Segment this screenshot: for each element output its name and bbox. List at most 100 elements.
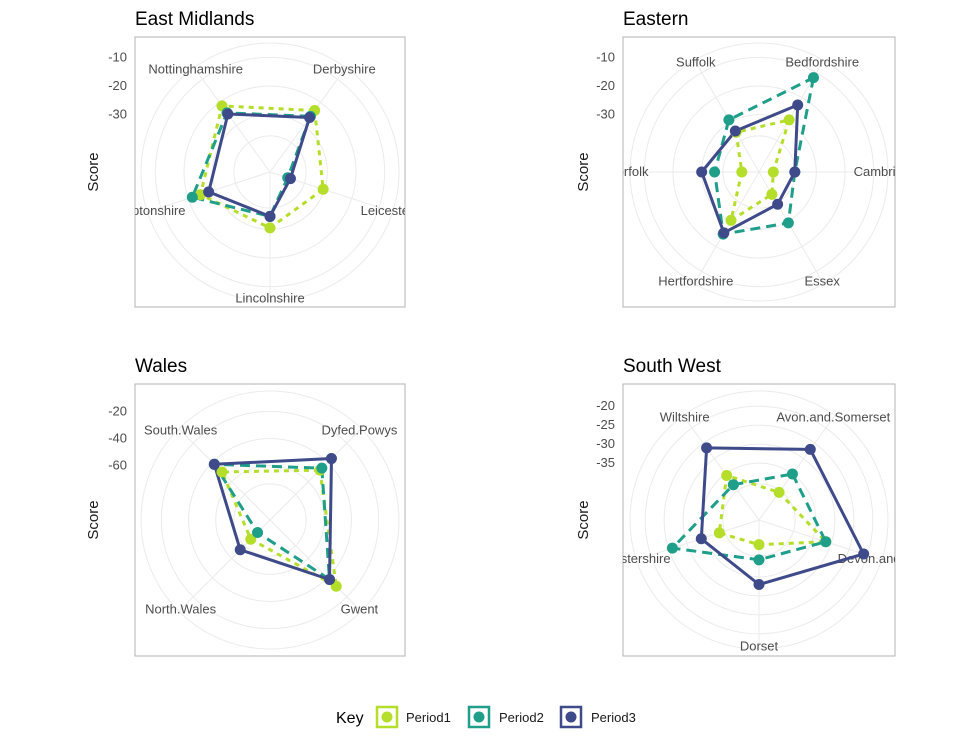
data-point-period3 <box>234 544 246 556</box>
legend-label: Period3 <box>591 710 636 725</box>
data-point-period3 <box>324 574 336 586</box>
category-label: Nottinghamshire <box>148 62 243 77</box>
grid-spoke <box>269 519 362 612</box>
data-point-period3 <box>325 453 337 465</box>
data-point-period2 <box>709 166 721 178</box>
series-line-period1 <box>717 474 828 547</box>
data-point-period1 <box>766 188 778 200</box>
category-label: Wiltshire <box>660 410 710 425</box>
panel-eastern: Eastern Score Bedfordshire Cambridge Essex… <box>575 9 918 308</box>
data-point-period2 <box>316 462 328 474</box>
data-point-period1 <box>330 580 342 592</box>
radial-tick-label: -35 <box>596 455 615 470</box>
series-line-period2 <box>190 111 312 218</box>
data-point-period1 <box>725 214 737 226</box>
panel-east-midlands: East Midlands Score Derbyshire Leicesters… <box>85 9 421 308</box>
grid-ring <box>188 438 352 602</box>
category-label: Dorset <box>740 638 779 653</box>
panel-wales: Wales Score Dyfed.Powys Gwent North.Wales S… <box>85 356 406 657</box>
data-point-period2 <box>252 526 264 538</box>
panel-border <box>622 36 896 308</box>
data-point-period2 <box>820 536 832 548</box>
grid-ring <box>160 410 380 630</box>
data-point-period3 <box>203 186 215 198</box>
radial-tick-label: -10 <box>108 49 127 64</box>
radial-tick-label: -60 <box>108 458 127 473</box>
data-point-period3 <box>858 548 870 560</box>
panel-border <box>134 36 406 308</box>
grid-spoke <box>269 428 362 521</box>
data-point-period3 <box>696 166 708 178</box>
series-line-period3 <box>207 112 312 218</box>
category-label: Dyfed.Powys <box>321 423 397 438</box>
category-label: Cambridge <box>854 164 918 179</box>
radial-tick-label: -30 <box>596 436 615 451</box>
legend-item-period2: Period2 <box>467 705 544 729</box>
data-point-period3 <box>208 458 220 470</box>
panel-south-west: South West Score Avon.and.SomersetDevon.… <box>575 356 896 657</box>
data-point-period1 <box>773 486 785 498</box>
category-label: Leicesters <box>361 203 421 218</box>
data-point-period2 <box>786 468 798 480</box>
data-point-period3 <box>804 443 816 455</box>
data-point-period3 <box>695 533 707 545</box>
radial-tick-label: -20 <box>596 398 615 413</box>
category-label: amptonshire <box>114 203 186 218</box>
data-point-period1 <box>783 114 795 126</box>
radar-plot: Bedfordshire Cambridge Essex Hertfordshire o… <box>596 42 918 302</box>
data-point-period2 <box>727 479 739 491</box>
data-point-period3 <box>264 210 276 222</box>
legend-key-dot <box>381 711 393 723</box>
y-axis-label: Score <box>575 500 592 539</box>
legend-label: Period1 <box>406 710 451 725</box>
y-axis-label: Score <box>85 152 102 191</box>
data-point-period1 <box>767 166 779 178</box>
category-label: Essex <box>805 273 841 288</box>
series-line-period1 <box>199 104 325 230</box>
y-axis-label: Score <box>85 500 102 539</box>
legend-title: Key <box>336 710 364 727</box>
data-point-period2 <box>782 217 794 229</box>
data-point-period3 <box>304 111 316 123</box>
grid-ring <box>233 483 307 557</box>
data-point-period3 <box>753 579 765 590</box>
data-point-period2 <box>807 72 819 84</box>
category-label: orfolk <box>617 164 649 179</box>
y-axis-label: Score <box>575 152 592 191</box>
category-label: Derbyshire <box>313 62 376 77</box>
data-point-period1 <box>713 527 725 539</box>
radar-plot-area: Dyfed.Powys Gwent North.Wales South.Wales <box>140 390 400 650</box>
data-point-period1 <box>216 466 228 478</box>
radial-tick-label: -25 <box>596 417 615 432</box>
radial-tick-label: -20 <box>596 78 615 93</box>
radar-plot-area: Derbyshire Leicesters Lincolnshire amptonsh… <box>114 42 421 305</box>
data-point-period1 <box>721 469 733 481</box>
data-point-period1 <box>245 533 257 545</box>
category-label: North.Wales <box>145 601 217 616</box>
radar-plot-area: Avon.and.SomersetDevon.and.CoDorsetceste… <box>623 390 895 653</box>
radar-plot: Derbyshire Leicesters Lincolnshire amptonsh… <box>108 42 421 305</box>
data-point-period3 <box>772 198 784 210</box>
data-point-period3 <box>792 99 804 111</box>
data-point-period2 <box>753 554 765 566</box>
data-point-period2 <box>666 542 678 554</box>
panel-border <box>134 383 406 657</box>
series-line-period3 <box>699 446 866 586</box>
grid-spoke <box>682 415 760 521</box>
legend: Key Period1 Period2 Period3 <box>336 705 636 729</box>
panel-title: East Midlands <box>135 9 254 30</box>
panel-title: Eastern <box>623 9 688 30</box>
data-point-period1 <box>317 183 329 195</box>
legend-item-period3: Period3 <box>559 705 636 729</box>
data-point-period3 <box>222 108 234 120</box>
category-label: Lincolnshire <box>235 290 304 305</box>
radial-tick-label: -40 <box>108 431 127 446</box>
data-point-period2 <box>186 191 198 203</box>
radar-plot: Avon.and.SomersetDevon.and.CoDorsetceste… <box>596 390 895 653</box>
radial-tick-label: -10 <box>596 49 615 64</box>
grid-spoke <box>694 171 760 284</box>
data-point-period1 <box>736 166 748 178</box>
category-label: Bedfordshire <box>785 55 859 70</box>
radial-tick-label: -20 <box>108 78 127 93</box>
